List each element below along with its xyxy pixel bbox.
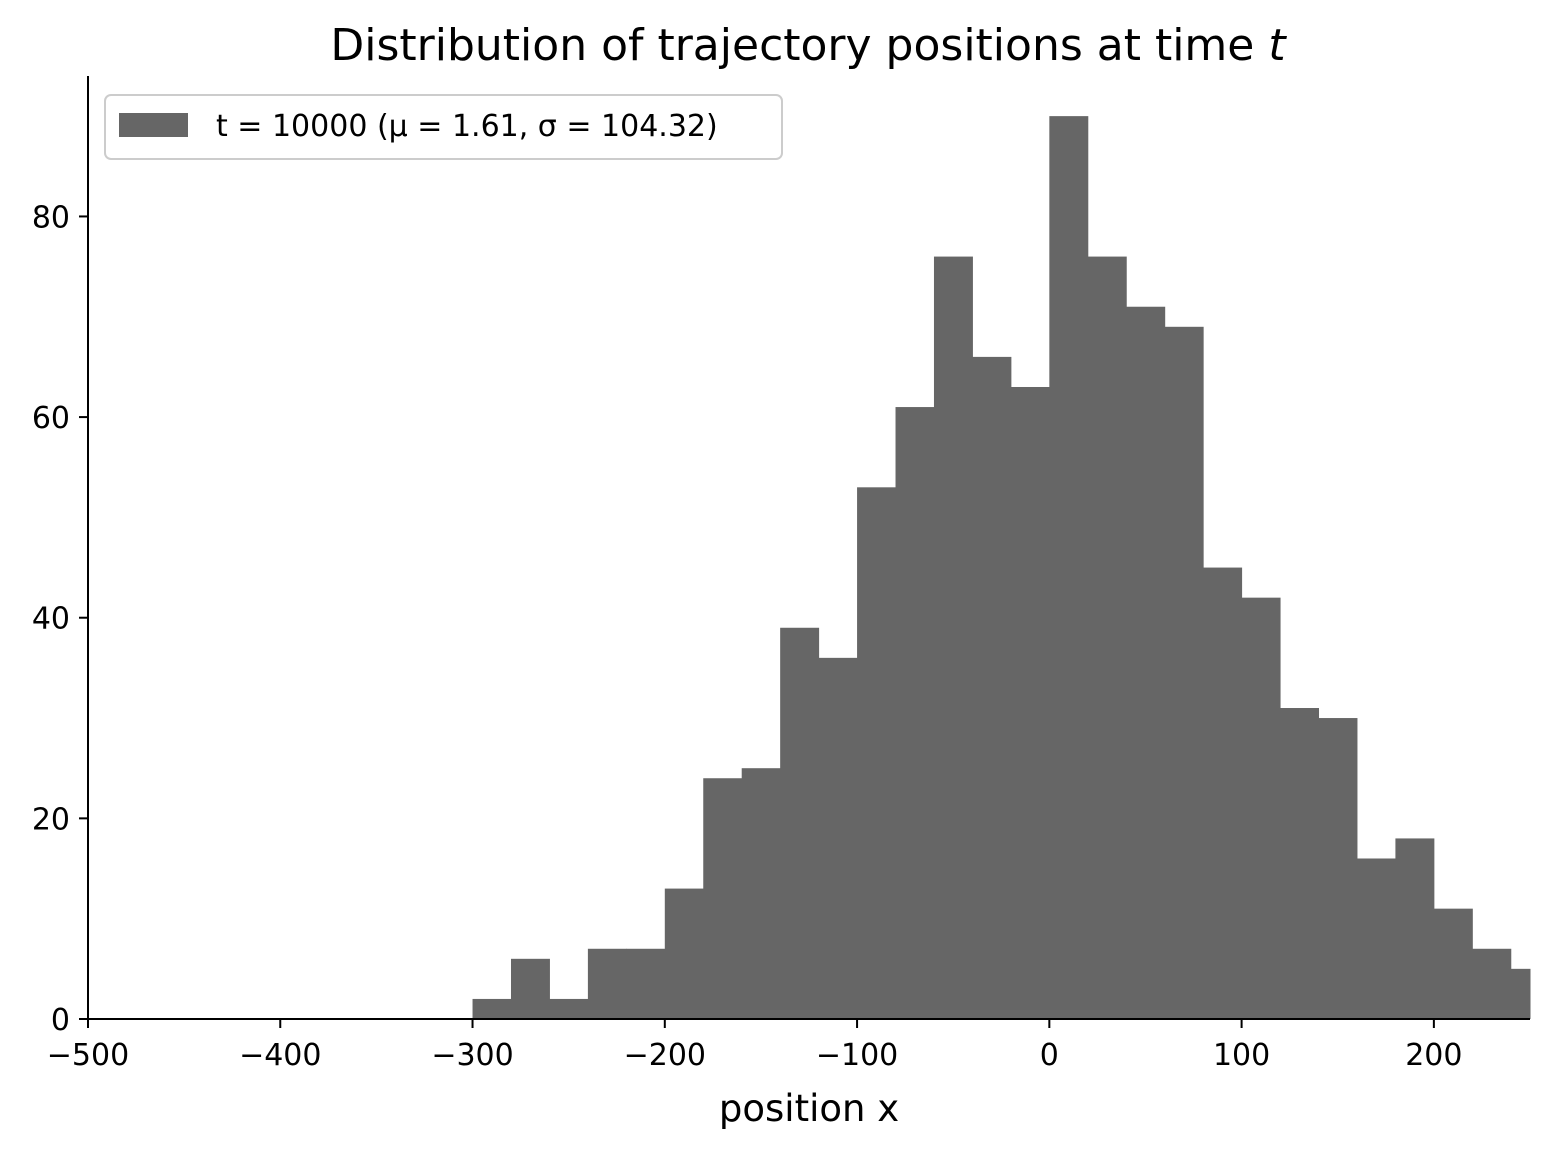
legend-swatch [119,113,188,137]
histogram-bar [510,958,550,1019]
histogram-bar [549,998,589,1019]
histogram-bar [1510,968,1531,1019]
chart-title-var: t [1268,20,1287,71]
x-tick-label: −300 [431,1038,513,1073]
x-tick-label: 100 [1213,1038,1270,1073]
x-tick-label: −100 [816,1038,898,1073]
x-tick-label: −400 [239,1038,321,1073]
y-tick-label: 20 [32,802,70,837]
x-axis-ticks: −500 −400 −300 −200 −100 0 100 200 [47,1019,1462,1073]
histogram-bar [1126,306,1166,1020]
x-tick-label: −500 [47,1038,129,1073]
histogram-bar [1395,838,1435,1019]
chart-title-main: Distribution of trajectory positions at … [330,20,1268,71]
histogram-bar [664,888,704,1019]
histogram-bar [587,948,627,1019]
x-tick-label: 0 [1040,1038,1059,1073]
y-axis-ticks: 0 20 40 60 80 [32,200,88,1038]
histogram-bar [780,627,820,1019]
x-tick-label: 200 [1405,1038,1462,1073]
chart-title: Distribution of trajectory positions at … [330,20,1287,71]
legend-box [104,94,783,160]
histogram-bar [1010,386,1050,1019]
histogram-bar [1318,718,1358,1019]
histogram-bar [818,657,858,1019]
histogram-bar [1241,597,1281,1019]
x-axis-label: position x [719,1087,899,1130]
histogram-bar [1472,948,1512,1019]
x-tick-label: −200 [624,1038,706,1073]
histogram-bar [972,356,1012,1019]
histogram-bars [472,116,1531,1020]
histogram-bar [1356,858,1396,1019]
y-tick-label: 40 [32,602,70,637]
histogram-bar [895,407,935,1019]
legend-label: t = 10000 (μ = 1.61, σ = 104.32) [216,109,718,144]
histogram-bar [472,998,512,1019]
histogram-bar [1433,908,1473,1019]
legend: t = 10000 (μ = 1.61, σ = 104.32) [104,94,783,160]
histogram-bar [857,487,897,1020]
y-tick-label: 60 [32,401,70,436]
histogram-bar [1280,708,1320,1019]
y-tick-label: 0 [51,1003,70,1038]
histogram-bar [741,768,781,1019]
histogram-bar [933,256,973,1019]
histogram-bar [626,948,666,1019]
y-tick-label: 80 [32,200,70,235]
histogram-bar [703,778,743,1019]
histogram-bar [1087,256,1127,1019]
histogram-bar [1203,567,1243,1019]
histogram-bar [1164,326,1204,1020]
histogram-bar [1049,116,1089,1019]
